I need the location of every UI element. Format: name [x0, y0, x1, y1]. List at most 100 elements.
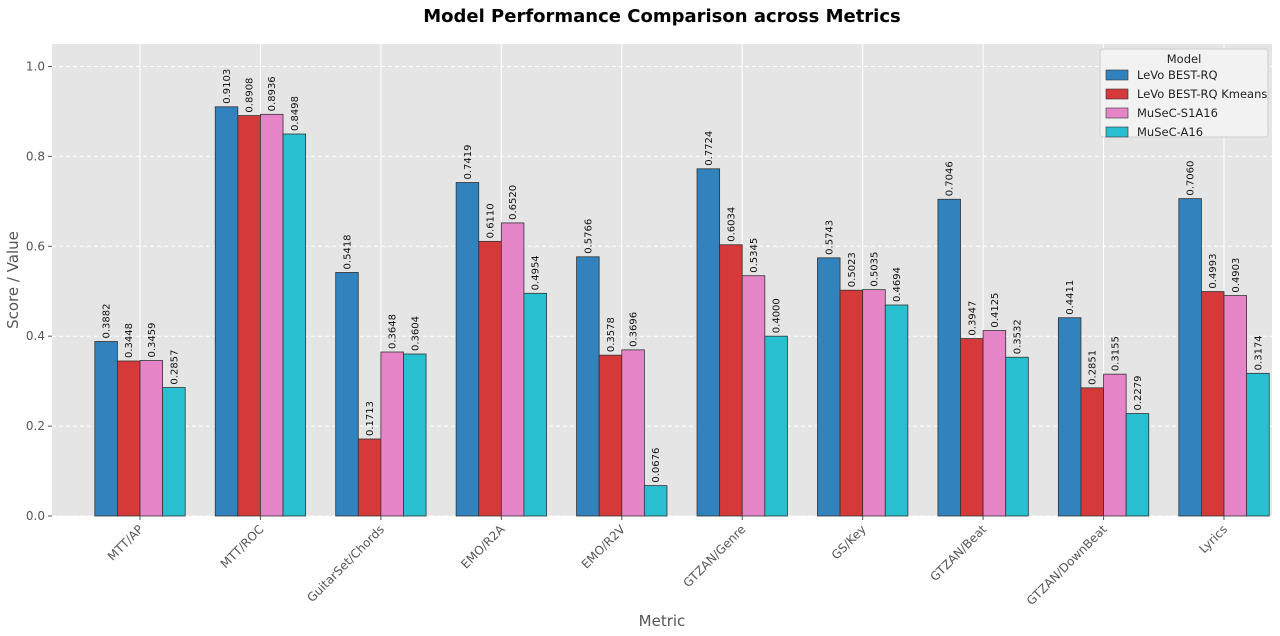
legend-entry-label: LeVo BEST-RQ Kmeans: [1137, 87, 1267, 101]
bar-value-label: 0.4993: [1208, 254, 1219, 289]
bar: [380, 351, 404, 517]
bar: [1246, 372, 1270, 517]
bar-value-label: 0.4411: [1065, 280, 1076, 315]
bar-value-label: 0.3174: [1253, 335, 1264, 370]
legend-swatch: [1105, 126, 1129, 138]
bar: [1005, 356, 1029, 517]
bar: [1125, 413, 1150, 517]
bar-value-label: 0.4125: [990, 293, 1001, 328]
legend-items: LeVo BEST-RQ LeVo BEST-RQ Kmeans MuSeC-S1A…: [1105, 68, 1267, 139]
bar: [1057, 317, 1082, 517]
bar-value-label: 0.6110: [486, 203, 497, 238]
bar-value-label: 0.0676: [651, 448, 662, 483]
bar: [764, 335, 788, 517]
bar: [1080, 387, 1104, 517]
bar-value-label: 0.7060: [1186, 161, 1197, 196]
bar: [1103, 373, 1127, 517]
bar: [282, 133, 307, 517]
bar: [598, 354, 623, 517]
y-tick-label: 0.4: [26, 329, 45, 343]
bar: [117, 360, 141, 517]
legend-entry-label: MuSeC-A16: [1137, 125, 1203, 139]
chart-title: Model Performance Comparison across Metr…: [423, 6, 901, 27]
bar-value-label: 0.3882: [102, 303, 113, 338]
legend-swatch: [1105, 69, 1129, 81]
y-tick-label: 0.8: [26, 149, 45, 163]
bar: [455, 182, 480, 517]
x-tick-label: GTZAN/Beat: [927, 522, 989, 584]
bar: [335, 272, 359, 517]
legend-entry-label: LeVo BEST-RQ: [1137, 68, 1218, 82]
y-axis-ticks: 0.0 0.2 0.4 0.6 0.8 1.0: [26, 59, 52, 523]
x-tick-label: EMO/R2A: [458, 522, 508, 572]
bar: [982, 330, 1007, 517]
bar: [576, 256, 600, 517]
bar: [937, 198, 961, 517]
bar-value-label: 0.3578: [606, 317, 617, 352]
bar-value-label: 0.2857: [169, 350, 180, 385]
y-tick-label: 0.6: [26, 239, 45, 253]
bar-value-label: 0.6520: [508, 185, 519, 220]
bar-value-label: 0.1713: [365, 401, 376, 436]
bar-value-label: 0.4954: [531, 255, 542, 290]
bar-value-label: 0.2851: [1088, 350, 1099, 385]
bar-value-label: 0.3696: [629, 312, 640, 347]
legend: Model LeVo BEST-RQ LeVo BEST-RQ Kmeans MuS…: [1099, 48, 1269, 139]
x-tick-label: GS/Key: [829, 522, 869, 562]
bar: [696, 168, 721, 517]
bar-value-label: 0.4694: [892, 267, 903, 302]
bar-value-label: 0.4903: [1231, 258, 1242, 293]
bar: [1178, 198, 1202, 517]
bar-value-label: 0.6034: [726, 207, 737, 242]
x-tick-label: Lyrics: [1196, 522, 1230, 556]
bar-value-label: 0.3532: [1013, 319, 1024, 354]
bar: [1201, 291, 1225, 517]
bar: [214, 106, 239, 517]
legend-box: [1099, 48, 1269, 138]
bar: [237, 115, 261, 517]
bar: [94, 341, 118, 517]
legend-entry-label: MuSeC-S1A16: [1137, 106, 1218, 120]
bar: [403, 353, 427, 517]
bar: [884, 304, 909, 517]
bar: [621, 349, 645, 517]
bars-group: [94, 106, 1270, 517]
bar-value-label: 0.5023: [847, 252, 858, 287]
x-axis-label: Metric: [639, 612, 686, 630]
bar-value-label: 0.4000: [772, 298, 783, 333]
bar: [817, 257, 841, 517]
bar: [1223, 295, 1248, 517]
bar-value-label: 0.5418: [342, 234, 353, 269]
bar-value-label: 0.5035: [869, 252, 880, 287]
x-tick-label: MTT/AP: [105, 522, 146, 563]
bar-value-label: 0.7046: [945, 161, 956, 196]
legend-swatch: [1105, 88, 1129, 100]
bar-value-label: 0.2279: [1133, 376, 1144, 411]
bar: [862, 289, 886, 517]
bar-value-label: 0.3947: [967, 301, 978, 336]
bar-value-label: 0.8908: [245, 78, 256, 113]
bar-labels-group: 0.3882 0.3448 0.3459 0.2857 0.9103 0.8908 0.89…: [102, 69, 1265, 483]
bar-value-label: 0.3459: [147, 323, 158, 358]
bar: [523, 292, 547, 517]
y-axis-label: Score / Value: [4, 231, 22, 329]
y-tick-label: 0.0: [26, 509, 45, 523]
bar: [260, 113, 284, 517]
legend-title: Model: [1167, 52, 1202, 66]
bar: [839, 289, 864, 517]
bar-value-label: 0.8498: [290, 96, 301, 131]
bar: [162, 387, 186, 517]
y-tick-label: 1.0: [26, 59, 45, 73]
x-axis-ticks: MTT/AP MTT/ROC GuitarSet/Chords EMO/R2A EMO/…: [105, 516, 1230, 608]
bar: [741, 275, 766, 517]
bar-value-label: 0.9103: [222, 69, 233, 104]
x-tick-label: EMO/R2V: [579, 522, 629, 572]
bar: [960, 338, 984, 517]
x-tick-label: GTZAN/DownBeat: [1024, 522, 1110, 608]
bar-value-label: 0.3155: [1110, 336, 1121, 371]
y-tick-label: 0.2: [26, 419, 45, 433]
bar: [500, 222, 525, 517]
bar-value-label: 0.3648: [388, 314, 399, 349]
bar: [719, 244, 743, 517]
